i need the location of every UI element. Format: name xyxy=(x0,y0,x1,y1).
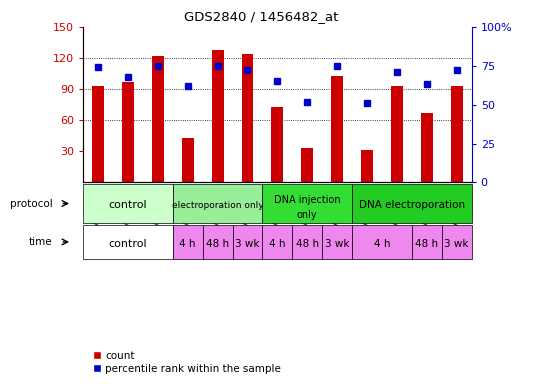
Text: 3 wk: 3 wk xyxy=(235,238,260,249)
Text: 48 h: 48 h xyxy=(206,238,229,249)
Bar xyxy=(352,225,412,259)
Text: 4 h: 4 h xyxy=(269,238,286,249)
Text: GDS2840 / 1456482_at: GDS2840 / 1456482_at xyxy=(184,10,339,23)
Bar xyxy=(83,225,173,259)
Text: 4 h: 4 h xyxy=(374,238,390,249)
Bar xyxy=(412,225,442,259)
Text: control: control xyxy=(109,200,147,210)
Bar xyxy=(361,150,373,182)
Text: time: time xyxy=(29,237,53,247)
Bar xyxy=(292,225,322,259)
Text: DNA injection: DNA injection xyxy=(274,195,340,205)
Bar xyxy=(152,56,164,182)
Text: protocol: protocol xyxy=(10,199,53,209)
Text: 48 h: 48 h xyxy=(415,238,438,249)
Bar xyxy=(421,113,433,182)
Bar xyxy=(271,107,284,182)
Bar xyxy=(352,184,472,223)
Text: control: control xyxy=(109,238,147,249)
Bar xyxy=(391,86,403,182)
Bar xyxy=(182,138,193,182)
Legend: count, percentile rank within the sample: count, percentile rank within the sample xyxy=(88,347,285,378)
Bar xyxy=(331,76,343,182)
Text: electroporation only: electroporation only xyxy=(172,201,263,210)
Text: only: only xyxy=(297,210,318,220)
Bar xyxy=(242,54,254,182)
Text: 3 wk: 3 wk xyxy=(325,238,349,249)
Text: DNA electroporation: DNA electroporation xyxy=(359,200,465,210)
Bar xyxy=(451,86,463,182)
Bar xyxy=(173,225,203,259)
Bar xyxy=(173,184,263,223)
Bar xyxy=(442,225,472,259)
Bar xyxy=(212,50,224,182)
Bar xyxy=(263,184,352,223)
Bar xyxy=(263,225,292,259)
Text: 48 h: 48 h xyxy=(296,238,319,249)
Bar xyxy=(92,86,104,182)
Text: 3 wk: 3 wk xyxy=(444,238,469,249)
Bar xyxy=(301,148,313,182)
Bar xyxy=(122,82,134,182)
Bar xyxy=(322,225,352,259)
Bar xyxy=(203,225,233,259)
Text: 4 h: 4 h xyxy=(180,238,196,249)
Bar xyxy=(83,184,173,223)
Bar xyxy=(233,225,263,259)
